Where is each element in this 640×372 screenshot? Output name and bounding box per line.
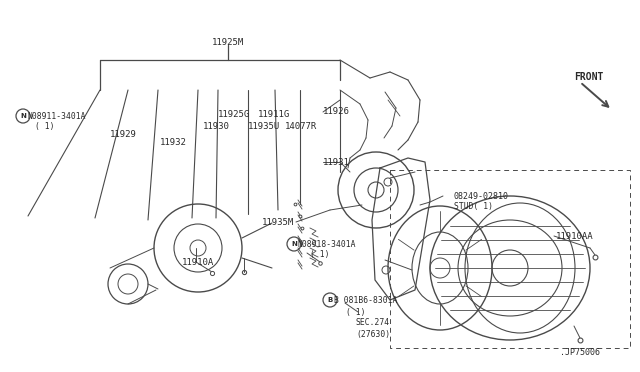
Text: B 081B6-8301A: B 081B6-8301A [334, 296, 397, 305]
Text: 11925G: 11925G [218, 110, 250, 119]
Text: 11925M: 11925M [212, 38, 244, 47]
Circle shape [287, 237, 301, 251]
Text: 14077R: 14077R [285, 122, 317, 131]
Text: SEC.274: SEC.274 [356, 318, 390, 327]
Text: N08911-3401A: N08911-3401A [27, 112, 86, 121]
Text: FRONT: FRONT [574, 72, 604, 82]
Text: 11931: 11931 [323, 158, 350, 167]
Text: STUD( 1): STUD( 1) [454, 202, 493, 211]
Text: N08918-3401A: N08918-3401A [298, 240, 356, 249]
Text: N: N [20, 113, 26, 119]
Text: 11935U: 11935U [248, 122, 280, 131]
Text: N: N [291, 241, 297, 247]
Text: B: B [328, 297, 333, 303]
Text: 11910A: 11910A [182, 258, 214, 267]
Text: 11910AA: 11910AA [556, 232, 594, 241]
Text: 11935M: 11935M [262, 218, 294, 227]
Circle shape [323, 293, 337, 307]
Text: 11926: 11926 [323, 107, 350, 116]
Circle shape [16, 109, 30, 123]
Text: 11930: 11930 [203, 122, 230, 131]
Text: ( 1): ( 1) [35, 122, 54, 131]
Text: 11911G: 11911G [258, 110, 291, 119]
Text: ( 1): ( 1) [310, 250, 330, 259]
Text: .JP75006: .JP75006 [560, 348, 600, 357]
Text: ( 1): ( 1) [346, 308, 365, 317]
Text: (27630): (27630) [356, 330, 390, 339]
Text: 11932: 11932 [160, 138, 187, 147]
Text: 11929: 11929 [110, 130, 137, 139]
Bar [390, 170, 630, 348]
Text: 08249-02810: 08249-02810 [454, 192, 509, 201]
